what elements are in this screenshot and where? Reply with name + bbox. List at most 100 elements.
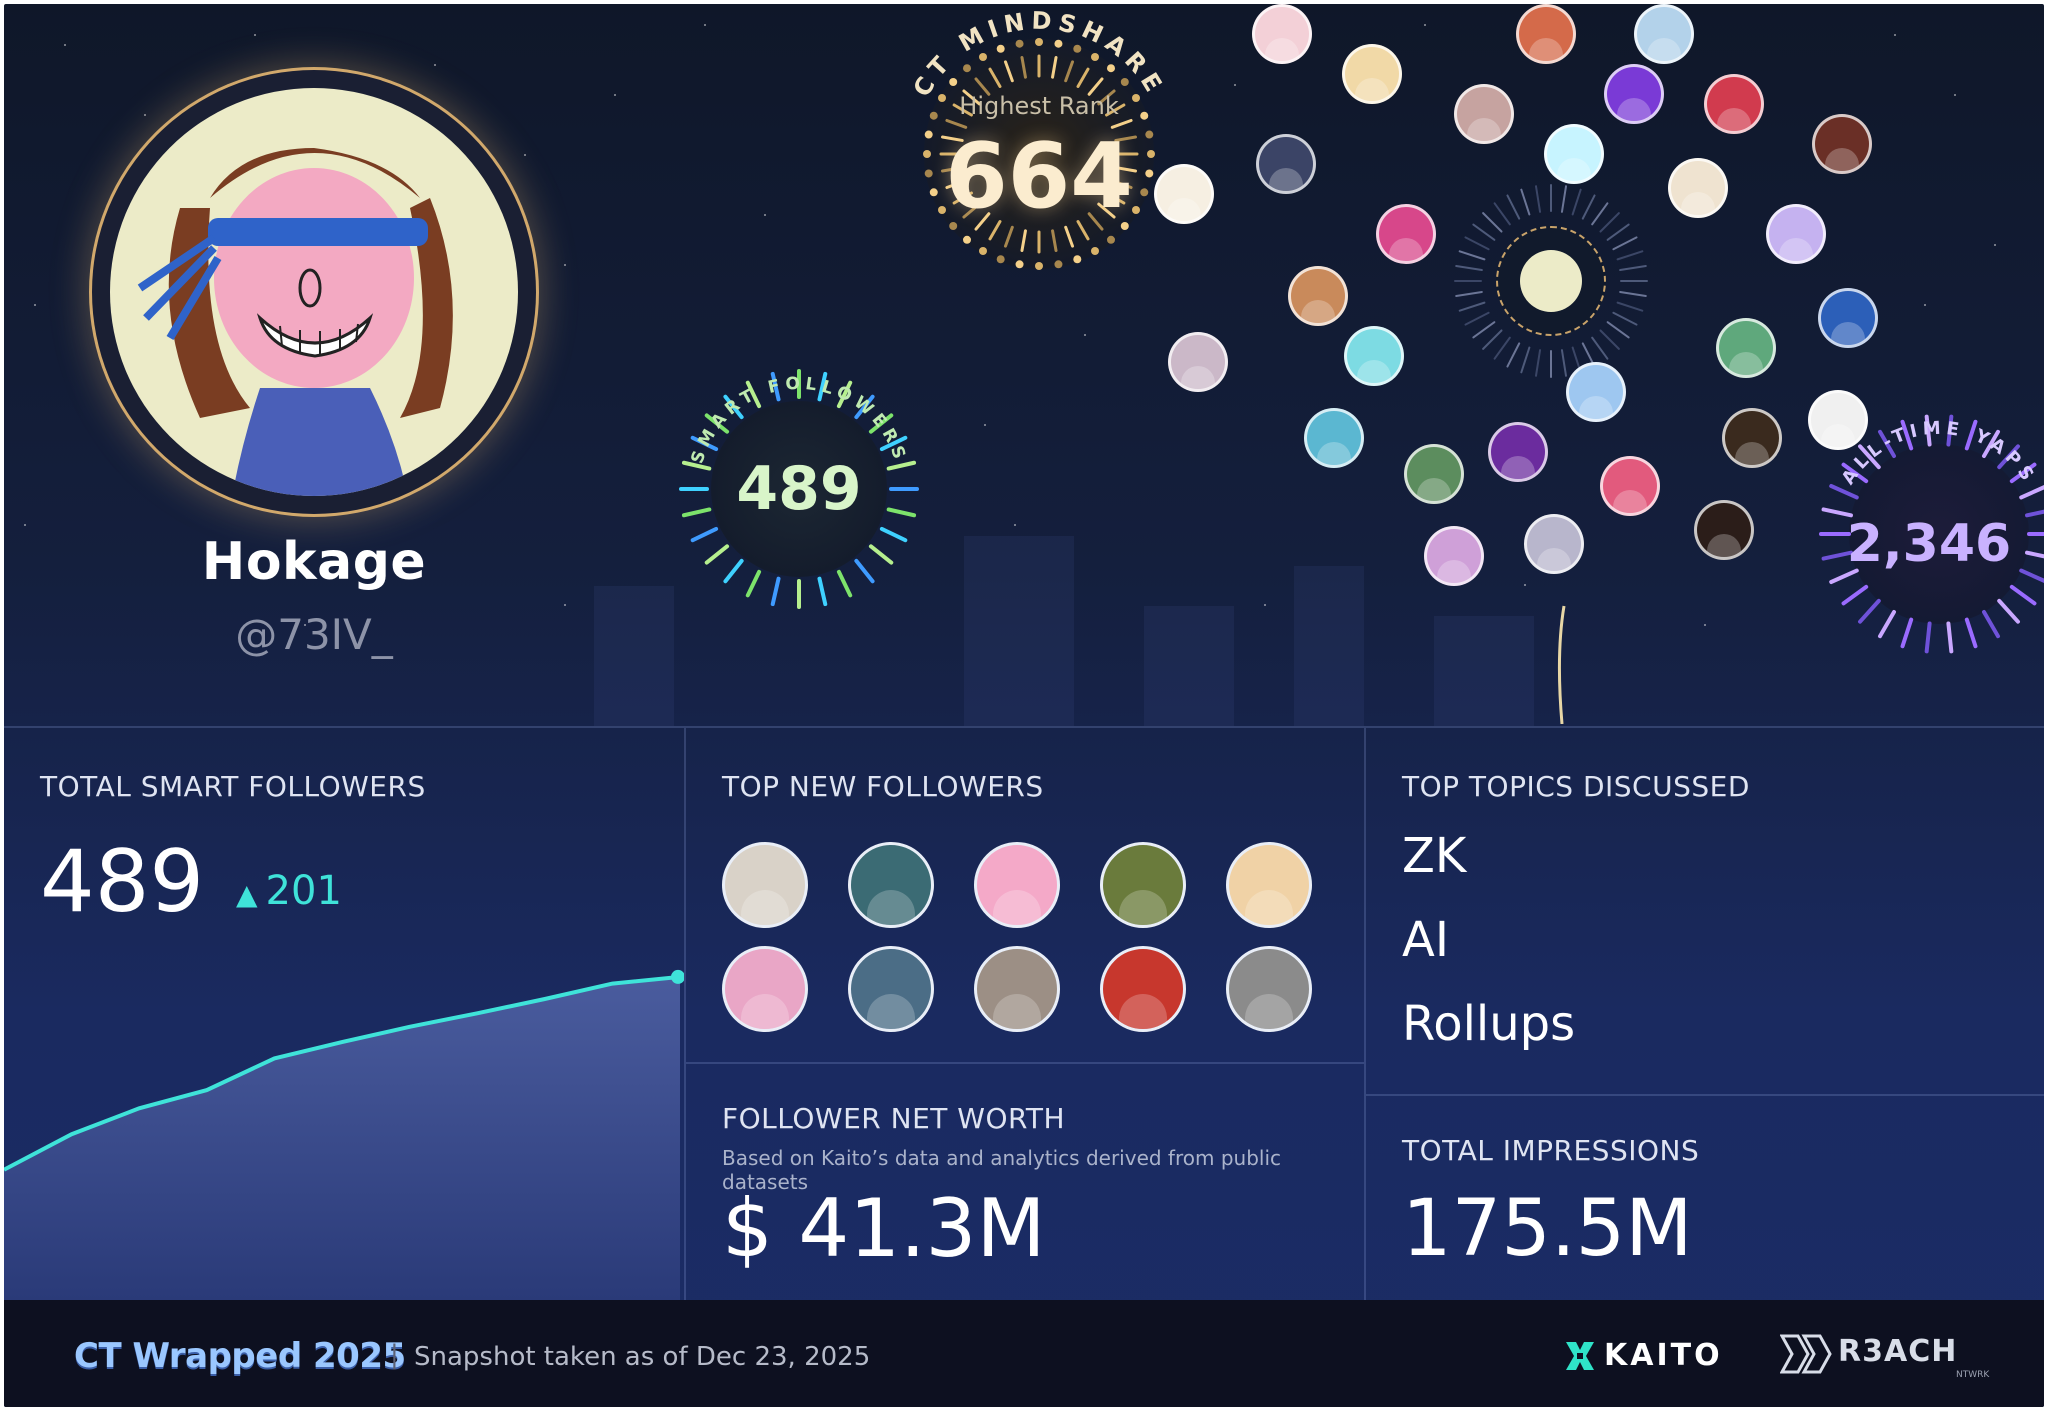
mindshare-firework: CT MINDSHARE — [908, 7, 1164, 270]
new-follower-avatar[interactable] — [1226, 842, 1312, 928]
new-follower-avatar[interactable] — [1100, 946, 1186, 1032]
follower-avatar[interactable] — [1376, 204, 1436, 264]
firework-ray — [1506, 342, 1521, 368]
firework-dot — [929, 111, 938, 120]
star — [1014, 524, 1016, 526]
firework-ray — [1612, 236, 1638, 251]
firework-ray — [1606, 321, 1630, 339]
firework-ray — [1858, 598, 1881, 624]
footer-bar: CT Wrapped 2025 | Snapshot taken as of D… — [4, 1300, 2044, 1407]
firework-dot — [1073, 255, 1082, 264]
firework-ray — [1878, 429, 1896, 459]
follower-avatar[interactable] — [1516, 4, 1576, 64]
star — [304, 624, 306, 626]
firework-ray — [1097, 202, 1116, 219]
star — [64, 44, 66, 46]
follower-avatar[interactable] — [1604, 64, 1664, 124]
firework-dot — [1120, 78, 1129, 87]
firework-dot — [1035, 262, 1043, 270]
firework-ray — [681, 507, 712, 518]
new-follower-avatar[interactable] — [1226, 946, 1312, 1032]
firework-ray — [1472, 321, 1496, 339]
total-smart-followers-panel: TOTAL SMART FOLLOWERS 489 ▲ 201 — [4, 726, 684, 1302]
new-follower-avatar[interactable] — [722, 842, 808, 928]
new-follower-avatar[interactable] — [974, 946, 1060, 1032]
firework-dot — [1145, 130, 1154, 139]
follower-avatar[interactable] — [1812, 114, 1872, 174]
follower-avatar[interactable] — [1808, 390, 1868, 450]
new-follower-avatar[interactable] — [848, 842, 934, 928]
star — [1994, 244, 1996, 246]
follower-avatar[interactable] — [1524, 514, 1584, 574]
ct-wrapped-card: Hokage @73IV_ CT MINDSHARE Highest Rank … — [4, 4, 2044, 1407]
follower-avatar[interactable] — [1154, 164, 1214, 224]
yaps-value: 2,346 — [1846, 514, 2012, 574]
follower-avatar[interactable] — [1404, 444, 1464, 504]
follower-avatar[interactable] — [1256, 134, 1316, 194]
follower-avatar[interactable] — [1304, 408, 1364, 468]
star — [564, 264, 566, 266]
firework-ray — [817, 371, 828, 402]
firework-ray — [745, 380, 762, 409]
follower-avatar[interactable] — [1168, 332, 1228, 392]
firework-ray — [962, 202, 981, 219]
firework-ray — [974, 77, 991, 96]
follower-avatar[interactable] — [1544, 124, 1604, 184]
follower-avatar[interactable] — [1252, 4, 1312, 64]
firework-ray — [1458, 250, 1486, 261]
firework-ray — [1534, 349, 1542, 377]
follower-avatar[interactable] — [1716, 318, 1776, 378]
firework-ray — [1841, 584, 1869, 606]
follower-avatar[interactable] — [1668, 158, 1728, 218]
firework-ray — [723, 558, 744, 584]
new-follower-avatar[interactable] — [848, 946, 934, 1032]
follower-avatar[interactable] — [1634, 4, 1694, 64]
smart-followers-firework: SMART FOLLOWERS — [679, 369, 919, 609]
new-follower-avatar[interactable] — [974, 842, 1060, 928]
firework-ray — [1946, 414, 1954, 447]
hero-section: Hokage @73IV_ CT MINDSHARE Highest Rank … — [4, 4, 2044, 726]
follower-avatar[interactable] — [1722, 408, 1782, 468]
mindshare-rank-value: 664 — [945, 124, 1133, 229]
firework-ray — [886, 507, 917, 518]
top-topics-title: TOP TOPICS DISCUSSED — [1402, 770, 1750, 803]
follower-avatar[interactable] — [1766, 204, 1826, 264]
total-smart-followers-value: 489 — [40, 832, 205, 932]
follower-avatar[interactable] — [1454, 84, 1514, 144]
follower-avatar[interactable] — [1566, 362, 1626, 422]
firework-dot — [1015, 260, 1024, 269]
follower-avatar[interactable] — [1818, 288, 1878, 348]
follower-avatar[interactable] — [1694, 500, 1754, 560]
topic-item: ZK — [1402, 828, 1467, 884]
follower-avatar[interactable] — [1288, 266, 1348, 326]
follower-avatar[interactable] — [1704, 74, 1764, 134]
firework-dot — [1147, 150, 1155, 158]
follower-avatar[interactable] — [1424, 526, 1484, 586]
firework-ray — [1591, 202, 1609, 226]
firework-dot — [1106, 235, 1115, 244]
snapshot-date: Snapshot taken as of Dec 23, 2025 — [414, 1342, 871, 1372]
firework-ray — [2009, 462, 2037, 484]
r3ach-subtext: NTWRK — [1956, 1370, 1990, 1380]
firework-ray — [868, 413, 894, 434]
firework-dot — [924, 130, 933, 139]
new-follower-avatar[interactable] — [1100, 842, 1186, 928]
follower-avatar[interactable] — [1344, 326, 1404, 386]
firework-dot — [979, 246, 987, 255]
follower-avatar[interactable] — [1600, 456, 1660, 516]
firework-ray — [1997, 598, 2020, 624]
follower-avatar[interactable] — [1342, 44, 1402, 104]
firework-ray — [2025, 550, 2044, 559]
firework-ray — [1619, 290, 1647, 298]
firework-ray — [988, 220, 1002, 241]
firework-dot — [938, 94, 947, 102]
firework-dot — [963, 235, 972, 244]
skyline-building — [1434, 616, 1534, 726]
firework-ray — [1612, 311, 1638, 326]
follower-avatar[interactable] — [1488, 422, 1548, 482]
ct-mindshare-burst: CT MINDSHARE Highest Rank 664 — [859, 4, 1219, 334]
firework-ray — [1493, 202, 1511, 226]
firework-ray — [1829, 568, 1859, 584]
firework-ray — [1482, 212, 1503, 233]
new-follower-avatar[interactable] — [722, 946, 808, 1032]
